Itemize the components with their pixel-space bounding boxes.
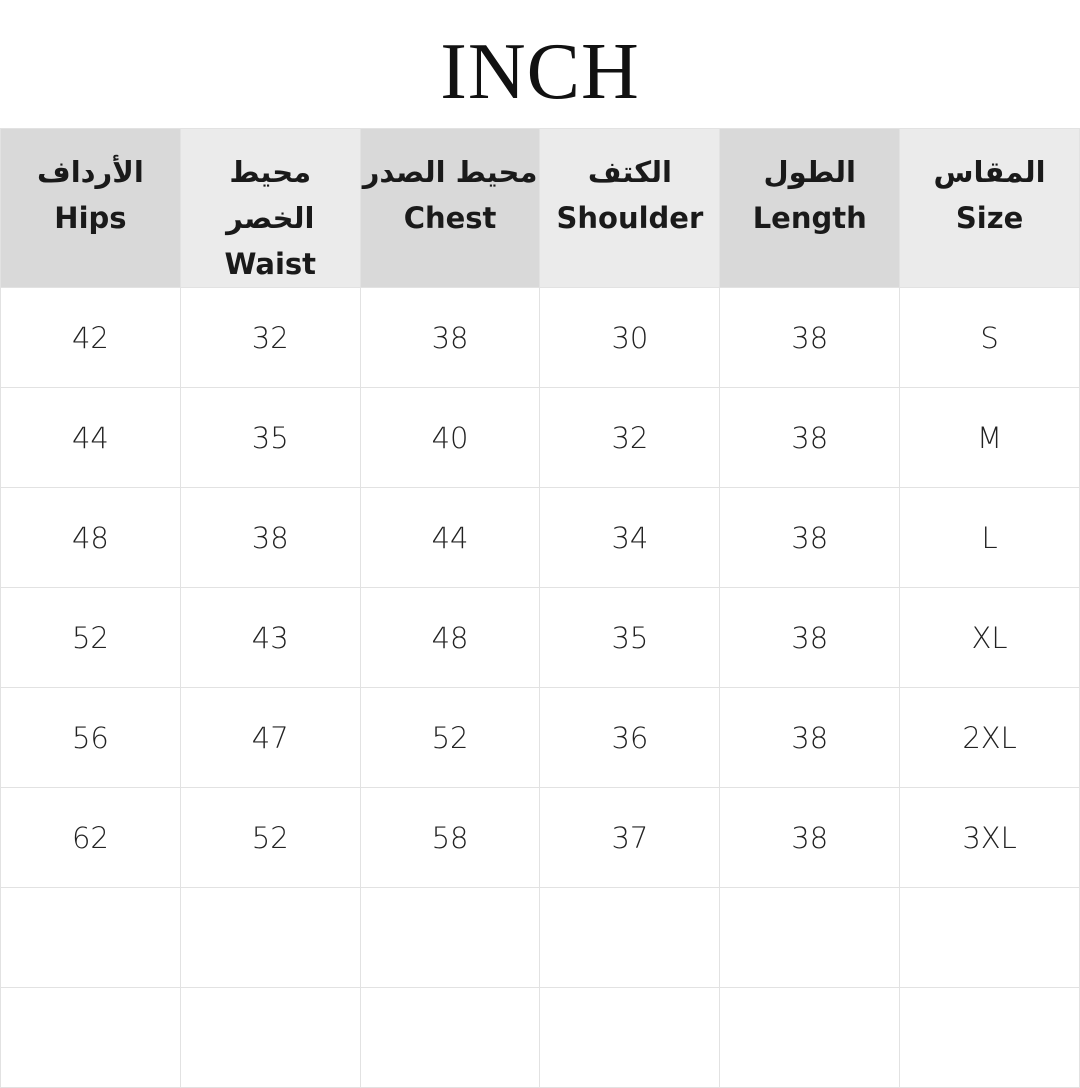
table-cell-length: 38 <box>719 687 901 788</box>
table-cell-length: 38 <box>719 387 901 488</box>
table-cell-hips: 52 <box>0 587 181 688</box>
table-cell-size <box>899 987 1080 1088</box>
table-cell-hips: 62 <box>0 787 181 888</box>
table-cell-length: 38 <box>719 287 901 388</box>
table-cell-chest: 52 <box>359 687 541 788</box>
table-cell-length: 38 <box>719 487 901 588</box>
header-row: الأرداف Hips محيط الخصر Waist محيط الصدر Ches… <box>0 128 1080 288</box>
table-cell-shoulder: 35 <box>539 587 721 688</box>
column-header-length: الطول Length <box>719 128 901 288</box>
table-cell-hips: 44 <box>0 387 181 488</box>
table-cell-hips <box>0 887 181 988</box>
table-cell-shoulder <box>539 887 721 988</box>
table-row <box>0 887 1080 988</box>
table-cell-waist <box>179 887 361 988</box>
column-header-english: Waist <box>224 247 317 281</box>
table-cell-waist: 43 <box>179 587 361 688</box>
table-cell-shoulder: 34 <box>539 487 721 588</box>
column-header-arabic: محيط الصدر <box>362 155 538 189</box>
table-cell-hips: 56 <box>0 687 181 788</box>
table-cell-size: S <box>899 287 1080 388</box>
size-chart-table: الأرداف Hips محيط الخصر Waist محيط الصدر Ches… <box>0 128 1080 1088</box>
table-cell-hips: 42 <box>0 287 181 388</box>
table-cell-shoulder: 36 <box>539 687 721 788</box>
column-header-arabic: الكتف <box>587 155 672 189</box>
table-cell-waist: 38 <box>179 487 361 588</box>
column-header-english: Length <box>752 201 867 235</box>
table-cell-size: 2XL <box>899 687 1080 788</box>
column-header-hips: الأرداف Hips <box>0 128 181 288</box>
table-row: 42 32 38 30 38 S <box>0 287 1080 388</box>
column-header-arabic: محيط الخصر <box>226 155 315 235</box>
table-cell-chest <box>359 987 541 1088</box>
column-header-size: المقاس Size <box>899 128 1080 288</box>
table-row: 56 47 52 36 38 2XL <box>0 687 1080 788</box>
table-cell-size <box>899 887 1080 988</box>
table-cell-chest <box>359 887 541 988</box>
page-title: INCH <box>440 28 640 116</box>
table-cell-length <box>719 887 901 988</box>
column-header-chest: محيط الصدر Chest <box>359 128 541 288</box>
table-cell-chest: 48 <box>359 587 541 688</box>
table-cell-hips: 48 <box>0 487 181 588</box>
table-cell-shoulder <box>539 987 721 1088</box>
column-header-english: Size <box>955 201 1024 235</box>
table-row: 48 38 44 34 38 L <box>0 487 1080 588</box>
table-cell-chest: 38 <box>359 287 541 388</box>
column-header-arabic: المقاس <box>933 155 1046 189</box>
table-cell-chest: 40 <box>359 387 541 488</box>
column-header-arabic: الأرداف <box>37 155 144 189</box>
table-cell-chest: 58 <box>359 787 541 888</box>
table-cell-shoulder: 37 <box>539 787 721 888</box>
table-cell-size: XL <box>899 587 1080 688</box>
column-header-shoulder: الكتف Shoulder <box>539 128 721 288</box>
table-row: 62 52 58 37 38 3XL <box>0 787 1080 888</box>
table-cell-waist: 32 <box>179 287 361 388</box>
table-cell-waist: 52 <box>179 787 361 888</box>
table-cell-length: 38 <box>719 787 901 888</box>
table-row <box>0 987 1080 1088</box>
table-row: 44 35 40 32 38 M <box>0 387 1080 488</box>
column-header-english: Chest <box>403 201 497 235</box>
column-header-waist: محيط الخصر Waist <box>179 128 361 288</box>
table-cell-size: 3XL <box>899 787 1080 888</box>
table-cell-shoulder: 32 <box>539 387 721 488</box>
table-cell-shoulder: 30 <box>539 287 721 388</box>
table-cell-waist <box>179 987 361 1088</box>
table-cell-size: L <box>899 487 1080 588</box>
table-cell-chest: 44 <box>359 487 541 588</box>
table-cell-length <box>719 987 901 1088</box>
table-cell-hips <box>0 987 181 1088</box>
table-cell-waist: 47 <box>179 687 361 788</box>
table-cell-waist: 35 <box>179 387 361 488</box>
column-header-english: Shoulder <box>556 201 704 235</box>
column-header-english: Hips <box>54 201 127 235</box>
table-cell-length: 38 <box>719 587 901 688</box>
column-header-arabic: الطول <box>763 155 856 189</box>
table-row: 52 43 48 35 38 XL <box>0 587 1080 688</box>
table-cell-size: M <box>899 387 1080 488</box>
